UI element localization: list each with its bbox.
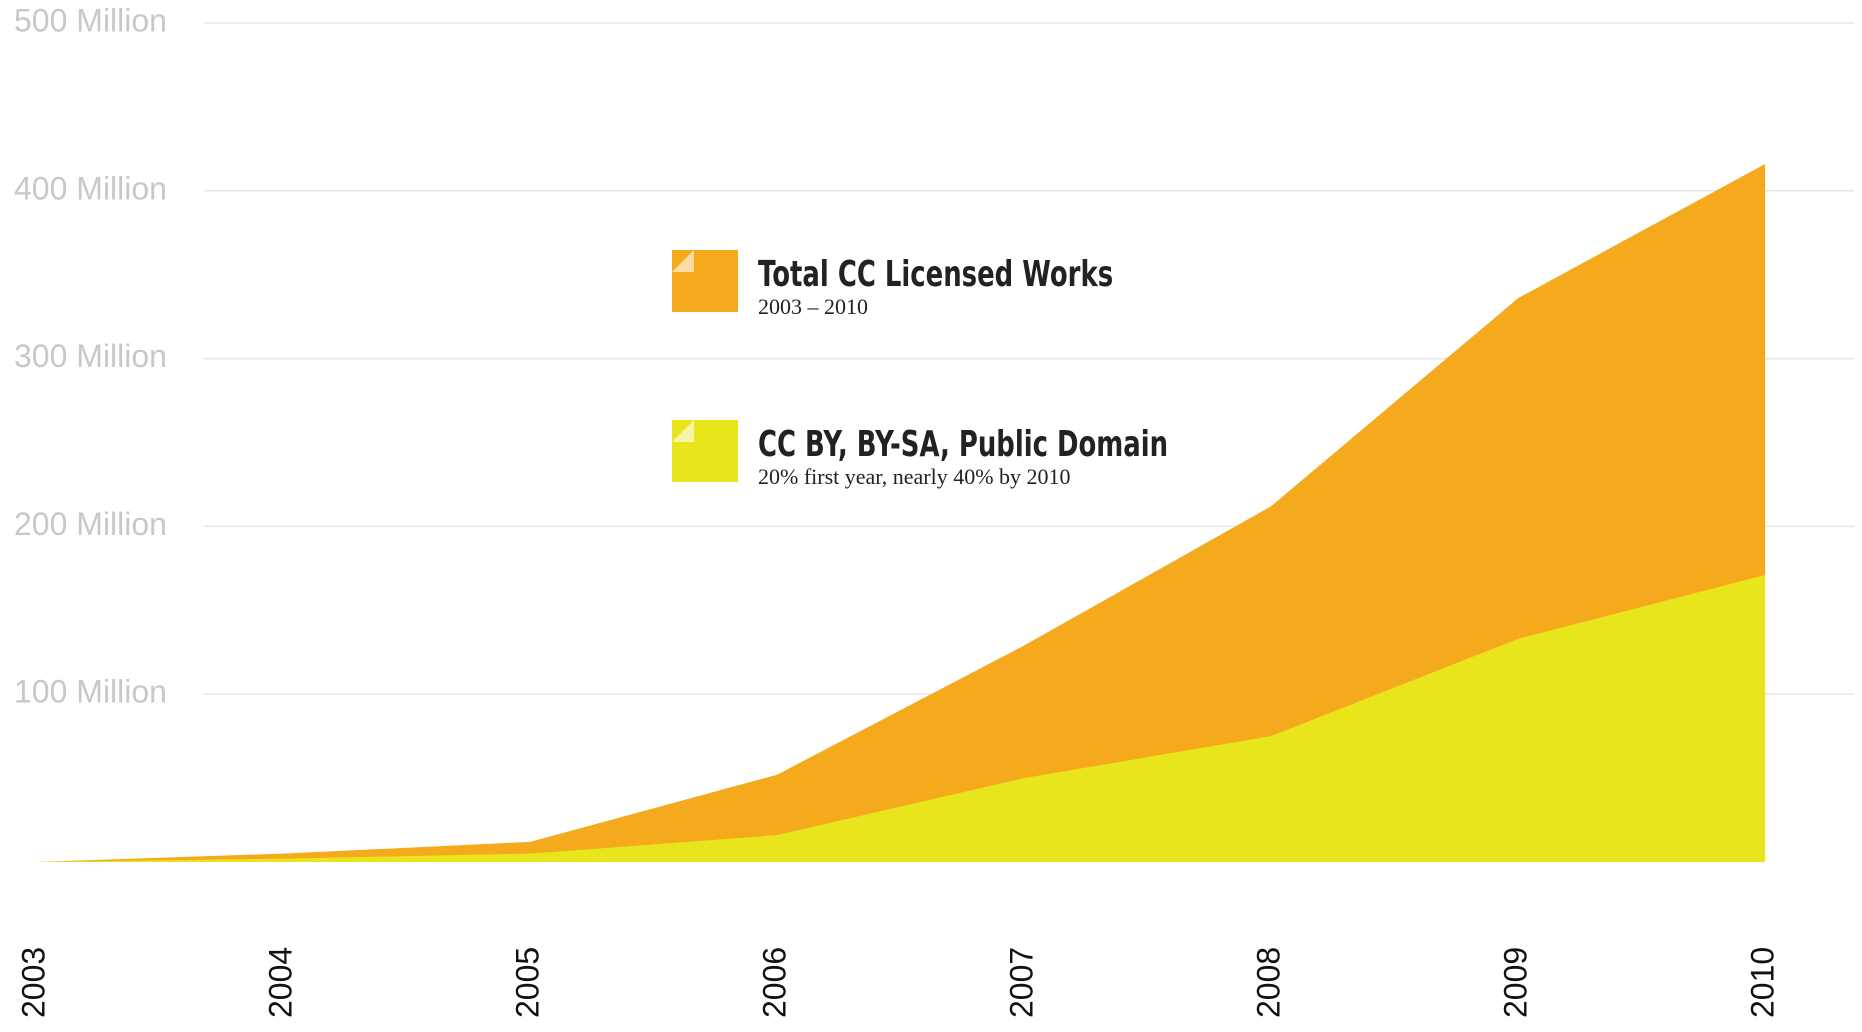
- y-tick-label: 300 Million: [14, 338, 167, 374]
- y-tick-label: 500 Million: [14, 2, 167, 38]
- x-tick-label: 2005: [509, 947, 545, 1018]
- x-tick-label: 2004: [262, 947, 298, 1018]
- legend-subtitle: 2003 – 2010: [758, 294, 868, 319]
- legend-label: Total CC Licensed Works: [758, 254, 1113, 295]
- x-tick-label: 2007: [1003, 947, 1039, 1018]
- area: [36, 163, 1766, 862]
- legend-swatch-fold: [672, 420, 694, 442]
- y-tick-label: 100 Million: [14, 674, 167, 710]
- x-tick-label: 2009: [1498, 947, 1534, 1018]
- y-tick-label: 200 Million: [14, 506, 167, 542]
- x-tick-label: 2006: [756, 947, 792, 1018]
- legend-subtitle: 20% first year, nearly 40% by 2010: [758, 464, 1071, 489]
- legend-swatch: [672, 250, 738, 312]
- legend-swatch: [672, 420, 738, 482]
- x-tick-label: 2008: [1251, 947, 1287, 1018]
- legend-swatch-fold: [672, 250, 694, 272]
- x-tick-label: 2003: [15, 947, 51, 1018]
- x-tick-label: 2010: [1745, 947, 1781, 1018]
- legend-label: CC BY, BY-SA, Public Domain: [758, 424, 1168, 465]
- area: [36, 575, 1766, 862]
- y-tick-label: 400 Million: [14, 170, 167, 206]
